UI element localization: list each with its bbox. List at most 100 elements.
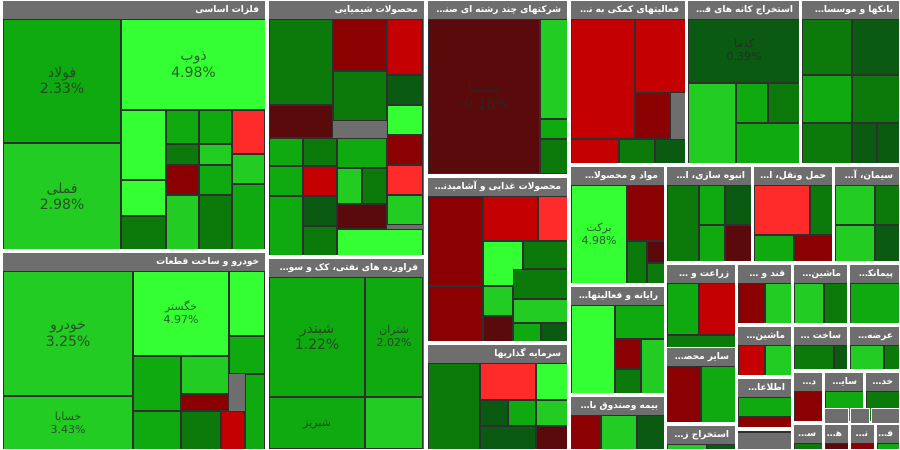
stock-tile[interactable] bbox=[707, 444, 735, 449]
stock-tile[interactable] bbox=[337, 204, 387, 229]
stock-tile[interactable] bbox=[768, 83, 799, 123]
stock-tile[interactable] bbox=[699, 225, 725, 261]
stock-tile[interactable] bbox=[387, 75, 423, 105]
stock-tile[interactable] bbox=[765, 283, 791, 323]
stock-tile[interactable] bbox=[835, 225, 875, 261]
stock-tile[interactable] bbox=[362, 168, 387, 204]
stock-tile[interactable] bbox=[229, 271, 265, 336]
stock-tile[interactable] bbox=[701, 366, 735, 422]
stock-tile[interactable] bbox=[337, 168, 362, 204]
stock-tile[interactable] bbox=[571, 415, 601, 449]
stock-tile[interactable] bbox=[810, 185, 832, 235]
stock-tile[interactable] bbox=[480, 363, 536, 400]
stock-tile[interactable] bbox=[536, 363, 567, 400]
sector-insurance[interactable]: بیمه وصندوق بازنشستگی بجز ... bbox=[570, 396, 665, 450]
stock-tile[interactable] bbox=[269, 196, 303, 255]
stock-tile[interactable] bbox=[333, 19, 387, 71]
stock-tile[interactable] bbox=[850, 283, 899, 323]
stock-tile[interactable] bbox=[835, 185, 875, 225]
stock-tile[interactable] bbox=[571, 19, 635, 139]
stock-tile[interactable] bbox=[303, 226, 337, 255]
sector-trade[interactable] bbox=[824, 408, 849, 424]
sector-contracting[interactable]: پیمانکاری صنعتی bbox=[849, 264, 900, 324]
stock-tile[interactable] bbox=[877, 123, 899, 163]
sector-chemicals[interactable]: محصولات شیمیایی bbox=[268, 0, 425, 256]
stock-tile[interactable] bbox=[884, 345, 899, 369]
stock-tile[interactable] bbox=[667, 444, 707, 449]
stock-tile[interactable] bbox=[428, 363, 480, 449]
sector-auto[interactable]: خودرو و ساخت قطعات خودرو 3.25% خسایا 3.43% خگ… bbox=[2, 252, 266, 450]
stock-tile[interactable] bbox=[615, 305, 664, 339]
stock-tile[interactable] bbox=[825, 443, 848, 449]
sector-real-estate[interactable]: انبوه سازی، املاک و مستغلات bbox=[666, 166, 752, 262]
stock-tile[interactable] bbox=[221, 411, 245, 449]
sector-investment[interactable]: سرمایه گذاریها bbox=[427, 344, 568, 450]
sector-other-products[interactable]: سایر محصولات کانی غیرفلزی bbox=[666, 347, 736, 423]
stock-tile[interactable] bbox=[199, 144, 232, 165]
stock-tile[interactable] bbox=[121, 180, 166, 216]
stock-tile[interactable] bbox=[428, 286, 483, 341]
stock-tile[interactable] bbox=[852, 75, 899, 123]
stock-tile[interactable] bbox=[508, 400, 536, 426]
sector-pharma[interactable]: مواد و محصولات داروییبرکت4.98% bbox=[570, 166, 665, 284]
sector-petroleum[interactable]: فراورده های نفتی، کک و سوخت ه... شبندر 1.2… bbox=[268, 258, 425, 450]
sector-building[interactable]: ساخت محصولات از کانیهای غیرفلزی bbox=[793, 424, 823, 450]
stock-tile[interactable] bbox=[337, 229, 423, 255]
stock-tile[interactable] bbox=[802, 75, 852, 123]
stock-tile[interactable] bbox=[699, 283, 735, 335]
stock-tile[interactable] bbox=[387, 195, 423, 225]
stock-tile[interactable] bbox=[615, 339, 641, 369]
stock-tile[interactable] bbox=[166, 195, 199, 249]
stock-tile[interactable] bbox=[754, 235, 794, 261]
stock-tile[interactable] bbox=[133, 356, 181, 411]
stock-tile[interactable] bbox=[794, 345, 834, 369]
stock-tile[interactable] bbox=[627, 185, 664, 241]
stock-tile[interactable] bbox=[483, 196, 538, 241]
stock-tile[interactable] bbox=[181, 411, 221, 449]
sector-coal-mining[interactable]: استخراج زغال سنگ bbox=[666, 425, 736, 450]
stock-tile[interactable] bbox=[667, 366, 701, 422]
sector-construction[interactable]: ساخت محصولات فلزی bbox=[793, 326, 848, 370]
sector-other-mining[interactable] bbox=[737, 430, 792, 450]
stock-tile[interactable] bbox=[199, 110, 232, 144]
stock-tile[interactable] bbox=[794, 283, 824, 323]
stock-tile[interactable] bbox=[765, 345, 791, 375]
stock-tile[interactable] bbox=[852, 123, 877, 163]
sector-electrical[interactable]: ماشین آلات و دستگاههای برقی bbox=[737, 326, 792, 376]
stock-tile[interactable] bbox=[738, 345, 765, 375]
stock-tile[interactable] bbox=[688, 83, 736, 163]
stock-tile[interactable] bbox=[480, 426, 536, 449]
sector-tech[interactable]: فن bbox=[876, 424, 900, 450]
stock-tile[interactable] bbox=[428, 196, 483, 286]
stock-tile[interactable] bbox=[851, 443, 874, 449]
sector-misc[interactable] bbox=[850, 408, 870, 424]
sector-textile[interactable]: دباغی، پرداخت چرم و ساخت انواع پاپوش bbox=[793, 372, 823, 422]
stock-tile[interactable] bbox=[166, 144, 199, 165]
stock-tile[interactable] bbox=[540, 139, 567, 174]
stock-tile[interactable] bbox=[232, 154, 265, 184]
stock-tile[interactable] bbox=[121, 110, 166, 180]
stock-tile[interactable] bbox=[738, 431, 791, 433]
sector-metal-ores[interactable]: استخراج کانه های فلزی کدما 0.39% bbox=[687, 0, 800, 164]
stock-tile[interactable] bbox=[245, 374, 265, 449]
stock-tile[interactable] bbox=[166, 165, 199, 195]
sector-wood[interactable] bbox=[871, 408, 900, 424]
stock-tile[interactable] bbox=[199, 165, 232, 195]
stock-tile[interactable] bbox=[571, 305, 615, 393]
stock-tile[interactable]: خگستر 4.97% bbox=[133, 271, 229, 356]
stock-tile[interactable]: فملی 2.98% bbox=[3, 143, 121, 249]
stock-tile[interactable] bbox=[738, 283, 765, 323]
sector-sugar[interactable]: قند و شکر bbox=[737, 264, 792, 324]
stock-tile[interactable] bbox=[736, 83, 768, 123]
stock-tile[interactable] bbox=[513, 299, 567, 323]
stock-tile[interactable] bbox=[232, 184, 265, 249]
stock-tile[interactable] bbox=[232, 110, 265, 154]
stock-tile[interactable]: شتران 2.02% bbox=[365, 277, 423, 397]
stock-tile[interactable] bbox=[303, 166, 337, 196]
stock-tile[interactable] bbox=[133, 411, 181, 449]
stock-tile[interactable] bbox=[667, 185, 699, 261]
stock-tile[interactable] bbox=[303, 196, 337, 226]
stock-tile[interactable] bbox=[540, 19, 567, 119]
stock-tile[interactable]: ذوب 4.98% bbox=[121, 19, 265, 110]
stock-tile[interactable] bbox=[802, 19, 852, 75]
